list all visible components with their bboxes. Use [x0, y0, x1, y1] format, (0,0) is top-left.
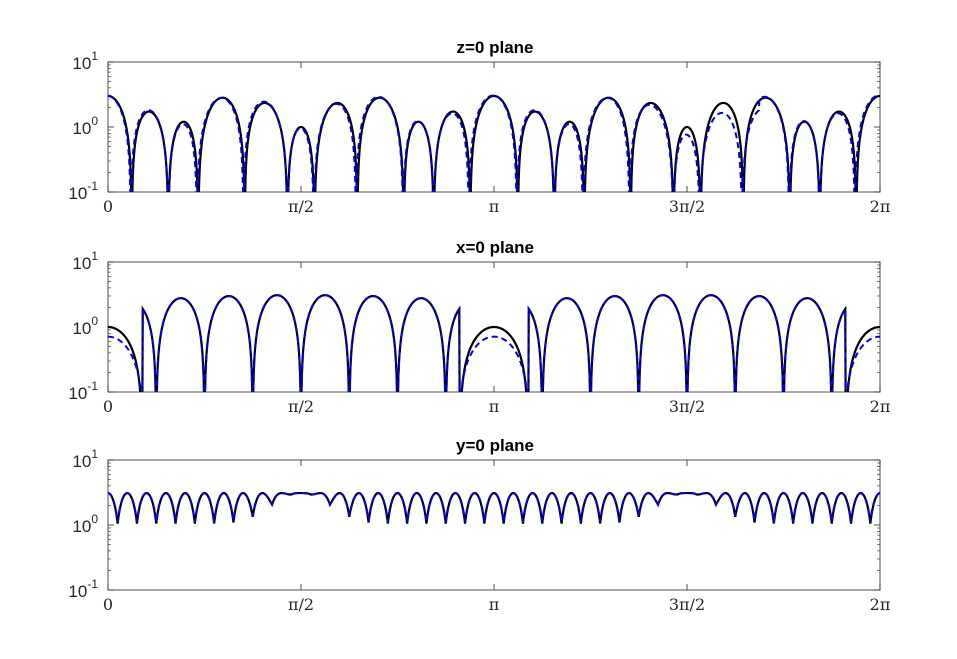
y-tick-label: 100	[72, 512, 98, 536]
x-tick-label: π	[489, 397, 500, 416]
y-tick-label: 10-1	[68, 179, 98, 203]
axes-box	[107, 459, 881, 591]
series-line-solid	[108, 491, 880, 524]
x-tick-label: π	[489, 595, 500, 614]
panel-title: z=0 plane	[456, 38, 533, 57]
y-tick-label: 100	[72, 314, 98, 338]
x-tick-label: π/2	[288, 197, 314, 216]
x-tick-label: π/2	[288, 397, 314, 416]
x-tick-label: π	[489, 197, 500, 216]
x-tick-label: 3π/2	[669, 197, 705, 216]
y-tick-label: 10-1	[68, 577, 98, 601]
series-line-dashed	[108, 94, 880, 192]
x-tick-label: 0	[103, 397, 113, 416]
x-tick-label: 3π/2	[669, 595, 705, 614]
y-tick-label: 101	[72, 447, 98, 471]
panel-y-plane: y=0 plane 0 π/2 π 3π/2 2π 10-1 100 101	[68, 436, 890, 614]
panel-z-plane: z=0 plane 0 π/2 π 3π/2 2π 10-1 100 101	[68, 38, 891, 216]
series-line-dashed	[108, 492, 880, 522]
x-tick-label: 0	[103, 595, 113, 614]
y-tick-label: 10-1	[68, 379, 98, 403]
panel-x-plane: x=0 plane 0 π/2 π 3π/2 2π 10-1 100 101	[68, 238, 891, 416]
panel-title: y=0 plane	[456, 436, 534, 455]
y-tick-label: 100	[72, 114, 98, 138]
y-tick-label: 101	[72, 49, 98, 73]
x-tick-label: 2π	[870, 595, 891, 614]
x-tick-label: 2π	[870, 197, 891, 216]
x-tick-label: 3π/2	[669, 397, 705, 416]
series-line-solid	[108, 294, 880, 392]
x-tick-label: π/2	[288, 595, 314, 614]
series-line-solid	[108, 94, 880, 192]
y-tick-label: 101	[72, 249, 98, 273]
axes-box	[107, 61, 881, 193]
x-tick-label: 2π	[870, 397, 891, 416]
x-tick-label: 0	[103, 197, 113, 216]
series-line-dashed	[108, 294, 880, 392]
panel-title: x=0 plane	[456, 238, 534, 257]
